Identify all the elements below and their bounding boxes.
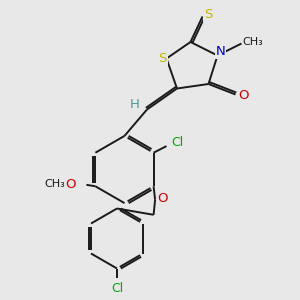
Text: Cl: Cl bbox=[171, 136, 183, 149]
Text: O: O bbox=[239, 88, 249, 102]
Text: CH₃: CH₃ bbox=[242, 37, 263, 47]
Text: O: O bbox=[65, 178, 76, 191]
Text: N: N bbox=[216, 45, 225, 58]
Text: H: H bbox=[130, 98, 140, 111]
Text: O: O bbox=[157, 192, 167, 206]
Text: S: S bbox=[158, 52, 166, 65]
Text: CH₃: CH₃ bbox=[44, 179, 65, 189]
Text: S: S bbox=[204, 8, 212, 21]
Text: Cl: Cl bbox=[111, 282, 123, 295]
